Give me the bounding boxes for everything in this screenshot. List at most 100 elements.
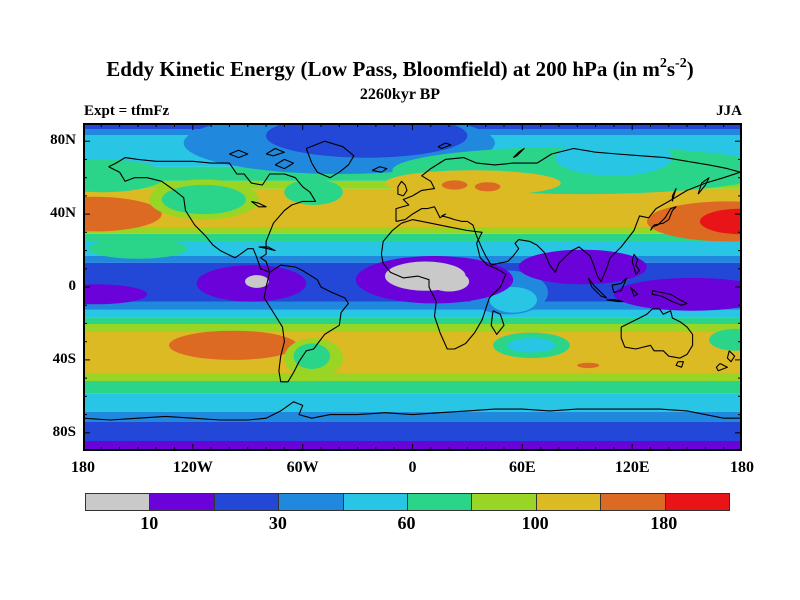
- contour-blob-sindian-orange-dash: [577, 362, 600, 369]
- x-tick-label-180-0: 180: [71, 459, 95, 476]
- chart-title-text: Eddy Kinetic Energy (Low Pass, Bloomfiel…: [106, 57, 660, 81]
- x-tick-label-180-6: 180: [730, 459, 754, 476]
- x-tick-label-120W-1: 120W: [172, 459, 213, 476]
- coastline: [397, 180, 408, 197]
- colorbar-cell-blue: [214, 494, 280, 510]
- chart-title-unit-s: s: [666, 57, 676, 81]
- chart-title-exponent-2: -2: [675, 56, 687, 71]
- chart-title-close: ): [686, 57, 694, 81]
- colorbar-label-180: 180: [650, 513, 678, 533]
- contour-blob-spacific-orange-max: [169, 330, 298, 360]
- contour-blob-arctic-blue-low: [266, 123, 468, 158]
- coastline: [251, 200, 267, 208]
- coastline: [274, 158, 295, 170]
- colorbar-label-30: 30: [268, 513, 287, 533]
- chart-subtitle: 2260kyr BP: [359, 86, 441, 103]
- contour-blob-maritime-purple-min: [613, 277, 742, 311]
- coastline: [229, 149, 249, 159]
- contour-blob-wpacific-purple-min: [83, 284, 148, 305]
- coastline: [611, 277, 628, 294]
- plot-border: [83, 123, 742, 451]
- coastline: [587, 277, 608, 299]
- coastline: [631, 253, 641, 275]
- contour-blob-japan-red-core: [699, 208, 742, 235]
- contour-band: [83, 310, 742, 318]
- contour-blob-wnamerica-green: [161, 184, 246, 215]
- x-tick-label-0-3: 0: [408, 459, 417, 476]
- y-tick-label-80S: 80S: [52, 423, 76, 440]
- colorbar-cell-light-blue: [279, 494, 344, 510]
- colorbar-cell-purple: [150, 494, 215, 510]
- coastline: [651, 290, 688, 306]
- coastline: [265, 147, 285, 157]
- coastline: [675, 361, 684, 368]
- contour-blob-samerica-green: [293, 343, 331, 369]
- contour-blob-epacific-gray-min: [245, 275, 269, 288]
- chart-title-exponent: 2: [659, 56, 667, 71]
- y-tick-label-40N: 40N: [50, 205, 76, 222]
- colorbar-label-100: 100: [521, 513, 549, 533]
- colorbar-cell-red: [665, 494, 730, 510]
- contour-band: [83, 301, 742, 310]
- colorbar-label-60: 60: [397, 513, 416, 533]
- contour-band: [83, 317, 742, 324]
- contour-blob-bering-green: [83, 159, 166, 193]
- contour-blob-newzealand-green: [709, 328, 742, 351]
- experiment-label: Expt = tfmFz: [84, 103, 170, 119]
- colorbar-cell-green: [408, 494, 473, 510]
- season-label: JJA: [716, 103, 742, 119]
- y-tick-label-80N: 80N: [50, 132, 76, 149]
- coastline: [726, 350, 736, 363]
- contour-blob-siberia-cyan: [555, 139, 673, 176]
- contour-blob-europe-gold-high: [385, 170, 561, 196]
- coastline: [437, 142, 452, 150]
- chart-title: Eddy Kinetic Energy (Low Pass, Bloomfiel…: [40, 56, 760, 82]
- contour-band: [83, 394, 742, 412]
- coastline: [620, 308, 694, 359]
- contour-blob-sindian-cyan-low: [507, 338, 556, 353]
- colorbar-cell-gray: [86, 494, 151, 510]
- coastline: [395, 147, 741, 283]
- contour-band: [83, 373, 742, 381]
- coastline: [715, 363, 728, 372]
- contour-blob-sasia-purple-min: [518, 249, 647, 285]
- colorbar-cell-orange: [601, 494, 666, 510]
- coastline: [606, 299, 624, 303]
- x-tick-label-120E-5: 120E: [614, 459, 650, 476]
- contour-map: [83, 123, 742, 451]
- contour-band: [83, 412, 742, 422]
- contour-blob-newfoundland-green: [284, 179, 343, 205]
- coastline: [671, 188, 677, 202]
- coastline: [371, 166, 388, 173]
- colorbar-label-10: 10: [140, 513, 159, 533]
- contour-band: [83, 234, 742, 242]
- coastline: [305, 140, 355, 179]
- contour-band: [83, 422, 742, 441]
- coastline: [650, 206, 677, 231]
- coastline: [108, 157, 317, 273]
- contour-blob-cpacific-green: [88, 238, 188, 259]
- coastline: [512, 147, 525, 159]
- colorbar: [85, 493, 730, 511]
- contour-band: [83, 381, 742, 394]
- contour-band: [83, 324, 742, 332]
- coastline: [490, 310, 505, 335]
- contour-band: [83, 227, 742, 234]
- coastline: [697, 177, 710, 195]
- coastline: [629, 286, 639, 297]
- colorbar-cell-gold: [536, 494, 602, 510]
- colorbar-cell-yellow-green: [472, 494, 537, 510]
- x-tick-label-60W-2: 60W: [286, 459, 319, 476]
- contour-blob-windian-cyan: [489, 287, 537, 313]
- y-tick-label-40S: 40S: [52, 350, 76, 367]
- contour-blob-europe-orange-spot-b: [474, 182, 501, 192]
- x-tick-label-60E-4: 60E: [508, 459, 536, 476]
- map-plot-area: [83, 123, 742, 451]
- coastline: [263, 264, 349, 383]
- contour-blob-npacific-orange-max: [83, 196, 162, 232]
- coastline: [380, 219, 507, 350]
- contour-blob-africa-gray-min-b: [429, 271, 470, 292]
- y-tick-label-0: 0: [68, 278, 77, 294]
- coastline: [258, 246, 276, 252]
